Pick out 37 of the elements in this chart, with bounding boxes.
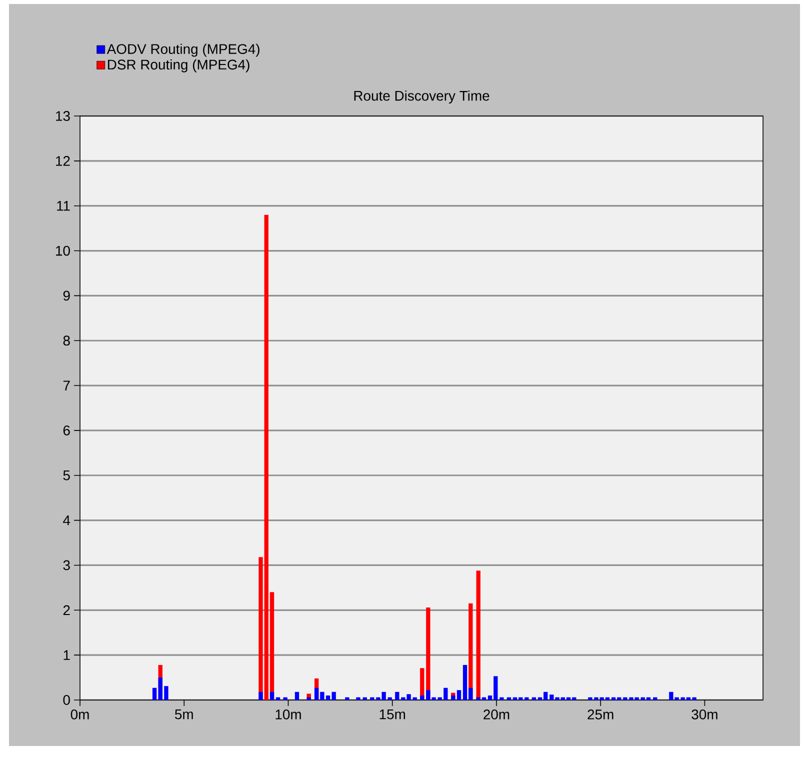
bar <box>294 692 300 700</box>
chart-title: Route Discovery Time <box>354 90 490 104</box>
y-tick-label: 11 <box>57 201 70 211</box>
bar <box>456 690 462 700</box>
y-tick-label: 9 <box>63 290 70 301</box>
x-tick-label: 15m <box>380 710 405 720</box>
bar <box>395 692 400 700</box>
y-tick-label: 10 <box>56 246 70 256</box>
y-tick-label: 0 <box>63 695 70 705</box>
bar <box>420 696 424 700</box>
y-tick-label: 12 <box>56 156 70 166</box>
y-tick-label: 5 <box>63 470 70 480</box>
bar <box>500 697 504 700</box>
x-tick-label: 10m <box>276 710 301 720</box>
y-tick-label: 8 <box>63 336 70 346</box>
bar <box>332 692 336 700</box>
x-tick-label: 5m <box>174 710 193 720</box>
x-tick-label: 25m <box>588 710 614 720</box>
legend-label: DSR Routing (MPEG4) <box>108 59 250 72</box>
bar <box>258 692 263 700</box>
bar <box>270 692 274 700</box>
x-tick-label: 30m <box>692 710 718 720</box>
y-tick-label: 1 <box>64 650 70 660</box>
bar <box>451 696 456 700</box>
bar <box>356 697 360 700</box>
y-tick-label: 3 <box>63 560 70 570</box>
y-tick-label: 2 <box>63 605 70 616</box>
bar <box>283 697 288 700</box>
y-tick-label: 13 <box>56 111 70 121</box>
bar <box>476 570 480 700</box>
bar <box>152 688 157 700</box>
y-tick-label: 4 <box>63 516 70 526</box>
x-tick-label: 0m <box>70 710 89 720</box>
y-tick-label: 6 <box>63 426 70 436</box>
legend-label: AODV Routing (MPEG4) <box>106 44 260 57</box>
y-tick-label: 7 <box>63 380 70 390</box>
x-tick-label: 20m <box>484 710 510 720</box>
